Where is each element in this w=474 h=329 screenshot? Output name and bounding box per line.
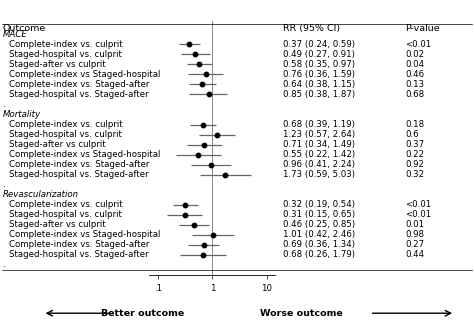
Text: Complete-index vs. Staged-after: Complete-index vs. Staged-after bbox=[9, 240, 149, 249]
Text: Better outcome: Better outcome bbox=[100, 309, 184, 318]
Text: .: . bbox=[2, 260, 5, 269]
Text: .: . bbox=[2, 100, 5, 109]
Text: 0.44: 0.44 bbox=[405, 250, 424, 259]
Text: Complete-index vs Staged-hospital: Complete-index vs Staged-hospital bbox=[9, 150, 160, 159]
Text: Complete-index vs. Staged-after: Complete-index vs. Staged-after bbox=[9, 80, 149, 89]
Text: 0.76 (0.36, 1.59): 0.76 (0.36, 1.59) bbox=[283, 70, 355, 79]
Text: P-value: P-value bbox=[405, 24, 440, 34]
Text: Staged-hospital vs. culprit: Staged-hospital vs. culprit bbox=[9, 50, 121, 59]
Text: Staged-hospital vs. culprit: Staged-hospital vs. culprit bbox=[9, 130, 121, 139]
Text: 0.68 (0.26, 1.79): 0.68 (0.26, 1.79) bbox=[283, 250, 355, 259]
Text: <0.01: <0.01 bbox=[405, 210, 431, 219]
Text: 0.64 (0.38, 1.15): 0.64 (0.38, 1.15) bbox=[283, 80, 355, 89]
Text: 0.71 (0.34, 1.49): 0.71 (0.34, 1.49) bbox=[283, 140, 355, 149]
Text: 0.98: 0.98 bbox=[405, 230, 424, 239]
Text: Outcome: Outcome bbox=[2, 24, 46, 34]
Text: 0.68 (0.39, 1.19): 0.68 (0.39, 1.19) bbox=[283, 120, 355, 129]
Text: 1.73 (0.59, 5.03): 1.73 (0.59, 5.03) bbox=[283, 170, 355, 179]
Text: 0.02: 0.02 bbox=[405, 50, 424, 59]
Text: 0.58 (0.35, 0.97): 0.58 (0.35, 0.97) bbox=[283, 60, 355, 69]
Text: RR (95% CI): RR (95% CI) bbox=[283, 24, 340, 34]
Text: 0.18: 0.18 bbox=[405, 120, 424, 129]
Text: Mortality: Mortality bbox=[2, 110, 40, 119]
Text: 0.85 (0.38, 1.87): 0.85 (0.38, 1.87) bbox=[283, 90, 355, 99]
Text: Staged-hospital vs. Staged-after: Staged-hospital vs. Staged-after bbox=[9, 250, 148, 259]
Text: 0.6: 0.6 bbox=[405, 130, 419, 139]
Text: Staged-hospital vs. Staged-after: Staged-hospital vs. Staged-after bbox=[9, 170, 148, 179]
Text: 0.01: 0.01 bbox=[405, 220, 424, 229]
Text: 0.92: 0.92 bbox=[405, 160, 424, 169]
Text: 0.32: 0.32 bbox=[405, 170, 424, 179]
Text: 0.49 (0.27, 0.91): 0.49 (0.27, 0.91) bbox=[283, 50, 355, 59]
Text: 0.69 (0.36, 1.34): 0.69 (0.36, 1.34) bbox=[283, 240, 355, 249]
Text: <0.01: <0.01 bbox=[405, 40, 431, 49]
Text: Revascularization: Revascularization bbox=[2, 190, 79, 199]
Text: 0.37: 0.37 bbox=[405, 140, 424, 149]
Text: Worse outcome: Worse outcome bbox=[260, 309, 342, 318]
Text: Complete-index vs Staged-hospital: Complete-index vs Staged-hospital bbox=[9, 230, 160, 239]
Text: 0.22: 0.22 bbox=[405, 150, 424, 159]
Text: 0.32 (0.19, 0.54): 0.32 (0.19, 0.54) bbox=[283, 200, 355, 209]
Text: 0.31 (0.15, 0.65): 0.31 (0.15, 0.65) bbox=[283, 210, 355, 219]
Text: 0.46: 0.46 bbox=[405, 70, 424, 79]
Text: 0.37 (0.24, 0.59): 0.37 (0.24, 0.59) bbox=[283, 40, 355, 49]
Text: Staged-after vs culprit: Staged-after vs culprit bbox=[9, 60, 105, 69]
Text: 0.96 (0.41, 2.24): 0.96 (0.41, 2.24) bbox=[283, 160, 355, 169]
Text: Staged-hospital vs. Staged-after: Staged-hospital vs. Staged-after bbox=[9, 90, 148, 99]
Text: 1.01 (0.42, 2.46): 1.01 (0.42, 2.46) bbox=[283, 230, 355, 239]
Text: Staged-after vs culprit: Staged-after vs culprit bbox=[9, 140, 105, 149]
Text: Complete-index vs. culprit: Complete-index vs. culprit bbox=[9, 120, 122, 129]
Text: <0.01: <0.01 bbox=[405, 200, 431, 209]
Text: 0.27: 0.27 bbox=[405, 240, 424, 249]
Text: 0.04: 0.04 bbox=[405, 60, 424, 69]
Text: Staged-hospital vs. culprit: Staged-hospital vs. culprit bbox=[9, 210, 121, 219]
Text: Complete-index vs. culprit: Complete-index vs. culprit bbox=[9, 40, 122, 49]
Text: Staged-after vs culprit: Staged-after vs culprit bbox=[9, 220, 105, 229]
Text: Complete-index vs. culprit: Complete-index vs. culprit bbox=[9, 200, 122, 209]
Text: 0.13: 0.13 bbox=[405, 80, 424, 89]
Text: MACE: MACE bbox=[2, 30, 27, 39]
Text: .: . bbox=[2, 180, 5, 189]
Text: 0.46 (0.25, 0.85): 0.46 (0.25, 0.85) bbox=[283, 220, 355, 229]
Text: 0.68: 0.68 bbox=[405, 90, 424, 99]
Text: 1.23 (0.57, 2.64): 1.23 (0.57, 2.64) bbox=[283, 130, 355, 139]
Text: 0.55 (0.22, 1.42): 0.55 (0.22, 1.42) bbox=[283, 150, 355, 159]
Text: Complete-index vs. Staged-after: Complete-index vs. Staged-after bbox=[9, 160, 149, 169]
Text: Complete-index vs Staged-hospital: Complete-index vs Staged-hospital bbox=[9, 70, 160, 79]
